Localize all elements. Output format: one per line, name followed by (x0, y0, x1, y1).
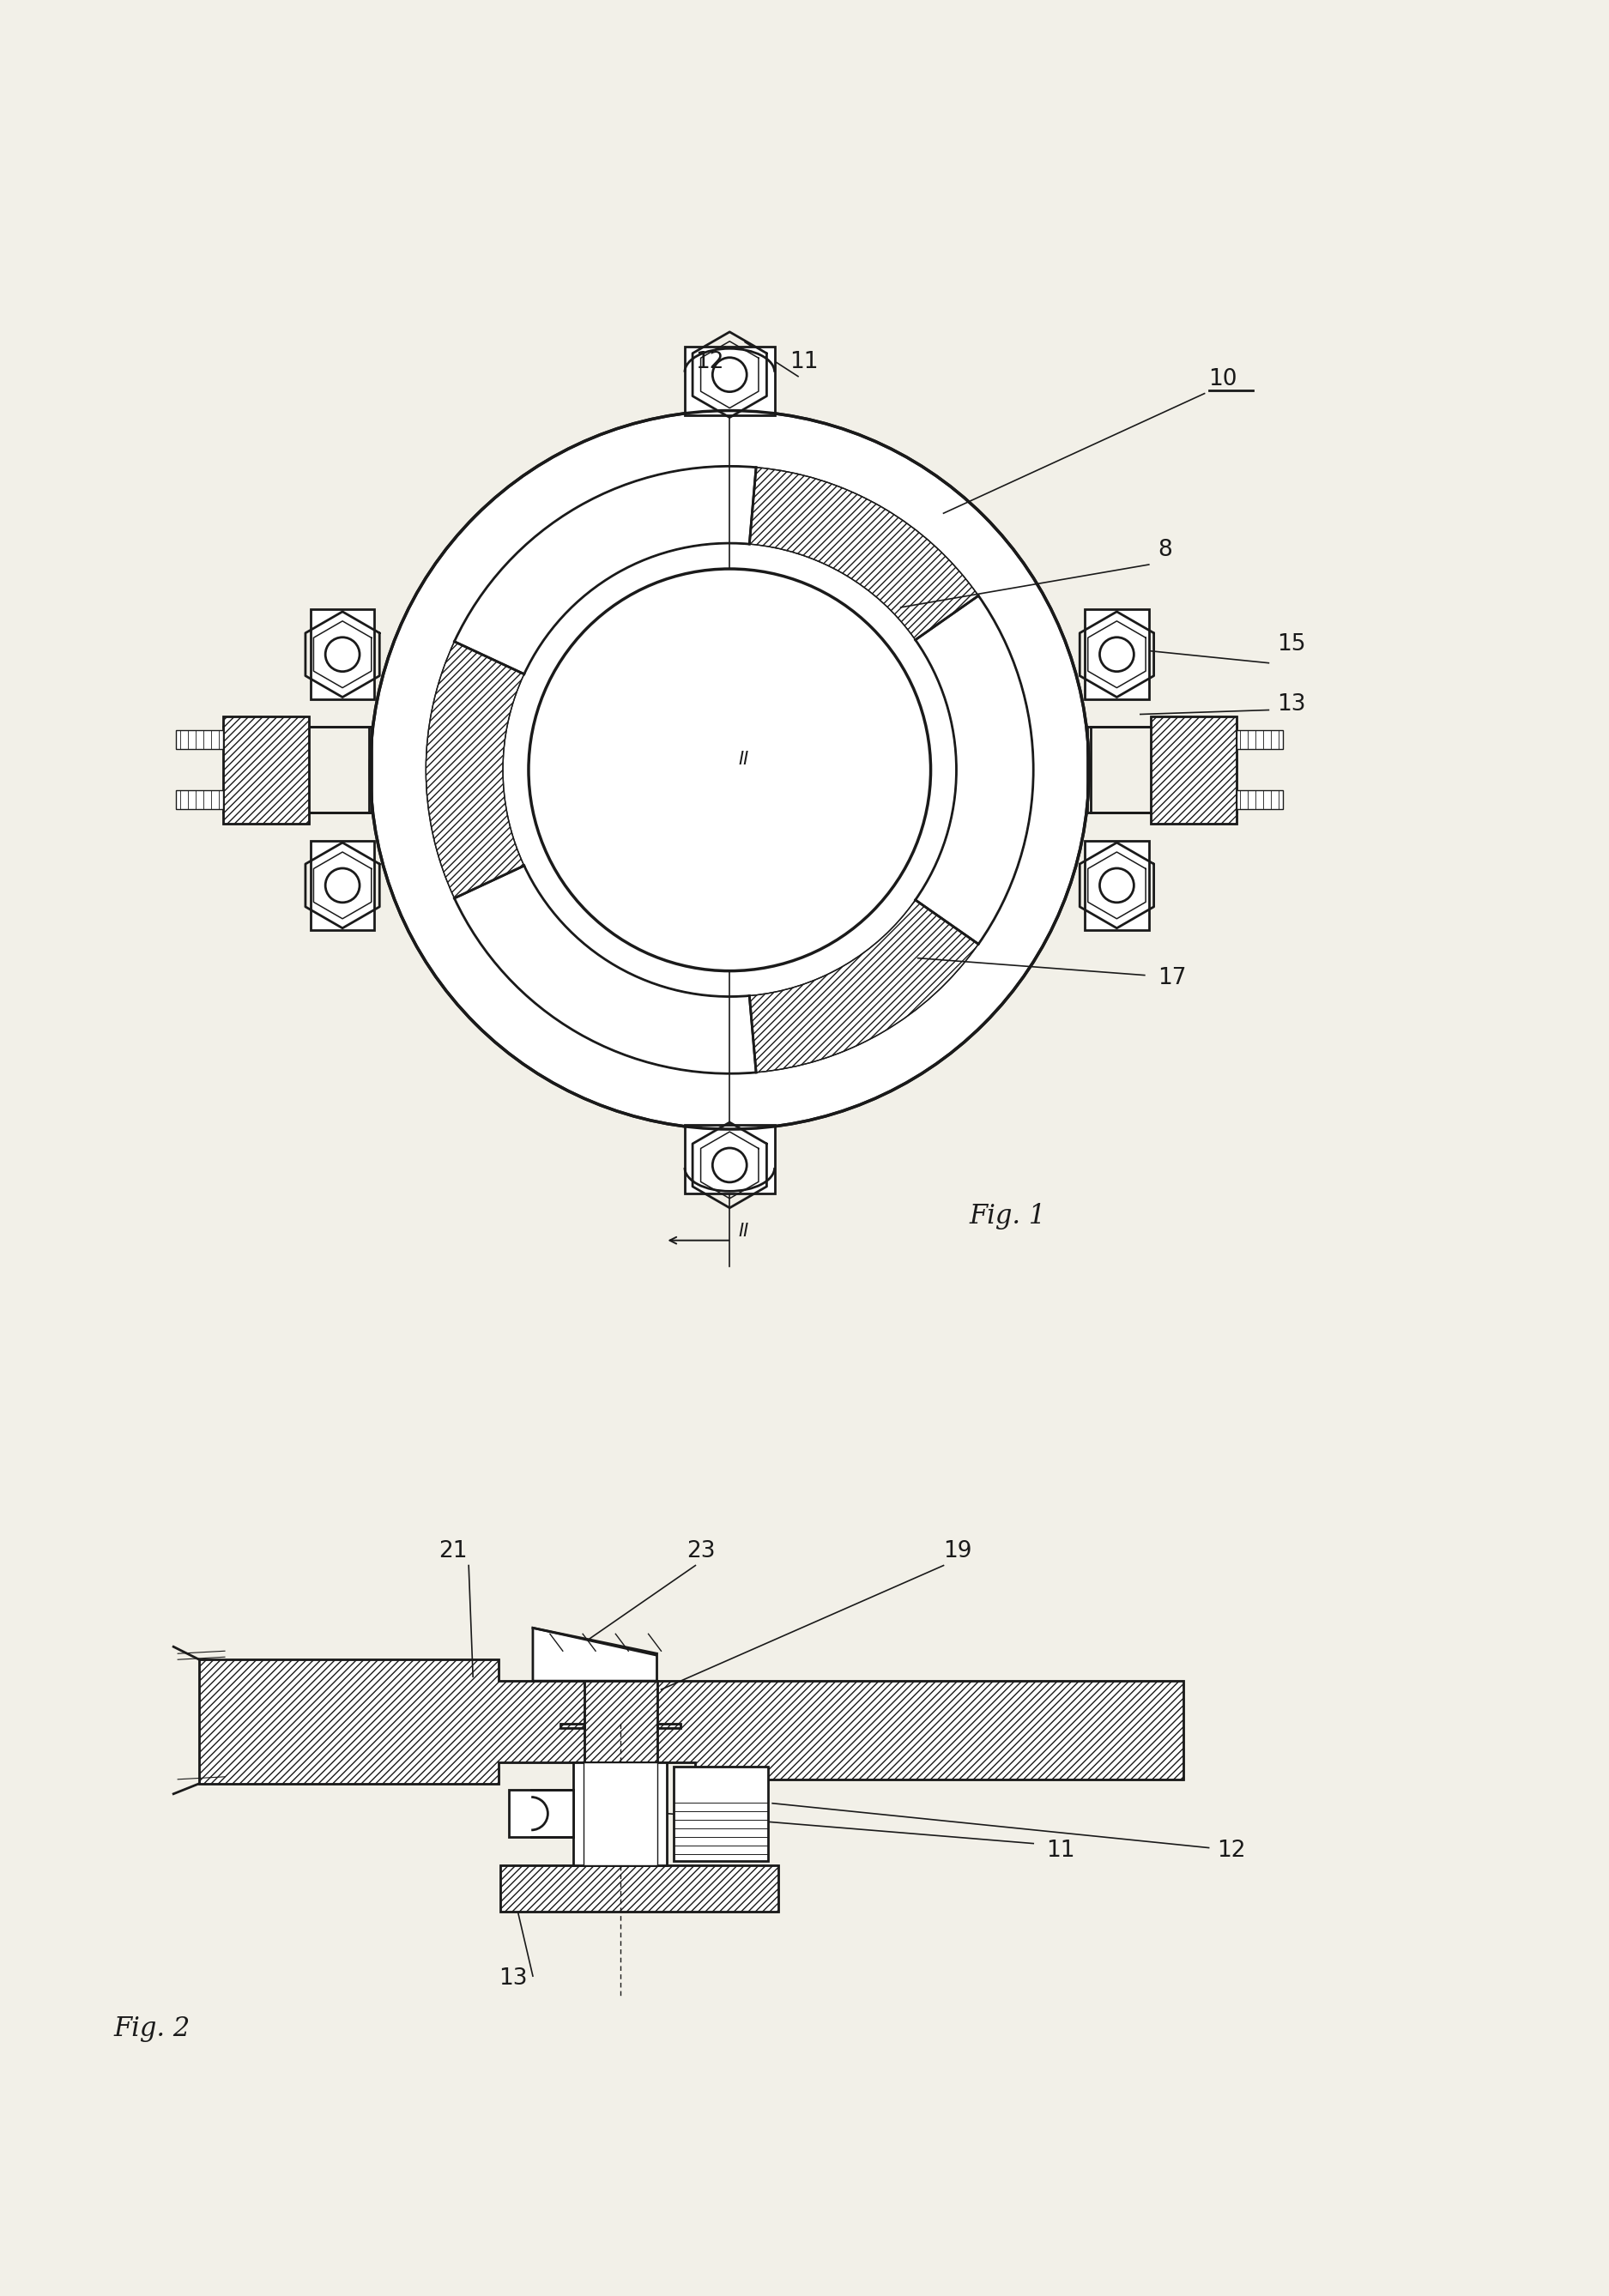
Bar (573, 1763, 668, 1864)
Bar (584, 1763, 656, 1864)
Text: 13: 13 (1278, 693, 1307, 714)
Bar (1236, 730, 1284, 748)
Circle shape (325, 638, 359, 670)
Wedge shape (454, 866, 756, 1075)
Text: 23: 23 (687, 1541, 716, 1561)
Text: 12: 12 (695, 351, 724, 372)
Circle shape (370, 411, 1089, 1130)
Text: 15: 15 (1278, 634, 1307, 654)
Text: 11: 11 (1046, 1839, 1075, 1862)
Wedge shape (916, 595, 1033, 944)
Polygon shape (200, 1660, 1183, 1784)
Bar (1150, 716, 1236, 824)
Circle shape (713, 358, 747, 393)
Polygon shape (685, 347, 774, 416)
Polygon shape (533, 1628, 656, 1681)
Circle shape (325, 868, 359, 902)
Bar (508, 1791, 573, 1837)
Wedge shape (750, 468, 978, 641)
Polygon shape (500, 1864, 779, 1913)
Wedge shape (750, 468, 978, 641)
Wedge shape (426, 641, 525, 898)
Polygon shape (311, 608, 375, 700)
Bar (1236, 790, 1284, 808)
Text: Fig. 2: Fig. 2 (114, 2016, 190, 2041)
Bar (1150, 716, 1236, 824)
Circle shape (529, 569, 930, 971)
Bar (175, 790, 224, 808)
Text: Fig. 1: Fig. 1 (969, 1203, 1046, 1228)
Text: 13: 13 (499, 1968, 528, 1991)
Bar (224, 716, 309, 824)
Text: 19: 19 (943, 1541, 972, 1561)
Polygon shape (560, 1681, 681, 1763)
Text: 12: 12 (1218, 1839, 1245, 1862)
Wedge shape (426, 641, 525, 898)
Text: 17: 17 (1157, 967, 1186, 990)
Wedge shape (750, 900, 978, 1072)
Circle shape (1099, 868, 1134, 902)
Polygon shape (1084, 840, 1149, 930)
Bar (175, 730, 224, 748)
Text: 11: 11 (790, 351, 819, 372)
Text: 21: 21 (439, 1541, 468, 1561)
Wedge shape (454, 466, 756, 675)
Polygon shape (685, 1125, 774, 1194)
Wedge shape (454, 466, 756, 675)
Circle shape (1099, 638, 1134, 670)
Polygon shape (311, 840, 375, 930)
Bar (224, 716, 309, 824)
Wedge shape (750, 900, 978, 1072)
Circle shape (302, 342, 1157, 1199)
Wedge shape (916, 595, 1033, 944)
Polygon shape (1084, 608, 1149, 700)
Text: II: II (739, 751, 748, 769)
Bar (674, 1766, 767, 1860)
Text: 10: 10 (1208, 367, 1237, 390)
Circle shape (713, 1148, 747, 1182)
Text: 8: 8 (1157, 540, 1171, 560)
Text: II: II (739, 1221, 748, 1240)
Wedge shape (454, 866, 756, 1075)
